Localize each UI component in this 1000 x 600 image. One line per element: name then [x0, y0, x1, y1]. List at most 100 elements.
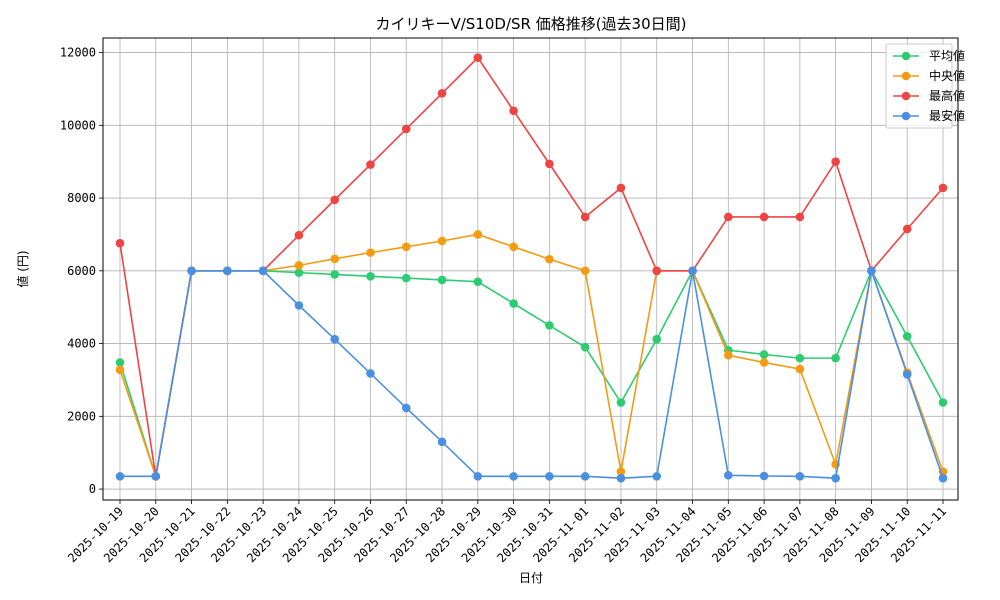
legend-marker	[901, 111, 911, 121]
plot-frame	[102, 37, 959, 501]
data-point	[366, 271, 375, 281]
legend-label: 最高値	[929, 88, 965, 103]
data-point	[724, 212, 733, 222]
data-point	[724, 350, 733, 360]
data-point	[902, 331, 912, 341]
data-point	[401, 403, 411, 413]
data-point	[616, 398, 626, 407]
data-point	[759, 212, 769, 222]
data-point	[115, 238, 125, 248]
data-point	[437, 88, 447, 98]
data-point	[545, 472, 554, 481]
y-tick-label: 0	[89, 482, 96, 496]
y-tick-label: 4000	[67, 337, 96, 351]
data-point	[294, 261, 304, 270]
data-point	[366, 248, 375, 257]
data-point	[652, 266, 662, 276]
data-point	[401, 273, 411, 283]
data-point	[580, 266, 590, 276]
data-point	[831, 157, 840, 166]
legend-label: 中央値	[929, 68, 965, 83]
data-point	[258, 266, 268, 276]
data-point	[795, 364, 805, 374]
data-point	[151, 472, 161, 481]
legend-entry: 最安値	[893, 108, 965, 123]
data-point	[115, 358, 125, 367]
data-point	[545, 254, 554, 264]
series-1	[115, 266, 948, 481]
data-point	[187, 266, 196, 276]
legend-marker	[901, 51, 911, 61]
series-line	[119, 270, 944, 478]
data-point	[938, 183, 948, 193]
data-point	[545, 321, 554, 330]
series-layer	[115, 53, 948, 483]
data-point	[580, 472, 590, 481]
legend-label: 最安値	[929, 108, 965, 123]
data-point	[509, 472, 518, 481]
series-2	[115, 230, 948, 481]
data-point	[330, 195, 339, 205]
y-axis-label: 値 (円)	[15, 250, 30, 287]
legend-entry: 最高値	[893, 88, 965, 103]
data-point	[831, 473, 840, 483]
data-point	[616, 473, 626, 483]
data-point	[473, 277, 483, 287]
data-point	[366, 160, 375, 169]
data-point	[473, 53, 483, 62]
legend-frame	[885, 43, 953, 129]
legend-label: 平均値	[929, 48, 965, 63]
data-point	[938, 398, 948, 407]
data-point	[437, 437, 447, 447]
y-axis-ticks: 0 2000 4000 6000 8000 10000 12000	[60, 46, 103, 496]
series-line	[120, 270, 944, 479]
data-point	[115, 472, 125, 481]
data-point	[330, 254, 339, 264]
legend-marker	[901, 71, 911, 81]
legend-entry: 平均値	[893, 48, 965, 63]
data-point	[795, 353, 805, 363]
data-point	[294, 301, 304, 310]
data-point	[652, 334, 662, 344]
data-point	[759, 471, 769, 481]
data-point	[437, 236, 447, 246]
data-point	[509, 299, 518, 308]
data-point	[831, 353, 840, 363]
data-point	[616, 467, 626, 476]
data-point	[223, 266, 232, 276]
data-point	[294, 230, 304, 240]
data-point	[330, 334, 339, 344]
y-tick-label: 8000	[67, 191, 96, 205]
series-line	[119, 56, 944, 478]
data-point	[795, 472, 805, 481]
y-tick-label: 12000	[60, 46, 96, 60]
y-tick-label: 2000	[67, 409, 96, 423]
data-point	[616, 183, 626, 193]
data-point	[509, 242, 518, 252]
y-tick-label: 6000	[67, 264, 96, 278]
legend-entry: 中央値	[893, 68, 965, 83]
data-point	[759, 358, 769, 367]
data-point	[759, 350, 769, 359]
grid	[103, 38, 958, 500]
data-point	[580, 342, 590, 352]
data-point	[473, 230, 483, 239]
data-point	[580, 212, 590, 222]
data-point	[902, 370, 912, 379]
legend-marker	[901, 91, 911, 101]
data-point	[366, 369, 375, 378]
data-point	[473, 472, 483, 481]
data-point	[294, 268, 304, 277]
y-tick-label: 10000	[60, 118, 96, 132]
data-point	[401, 242, 411, 252]
data-point	[330, 270, 339, 279]
data-point	[545, 159, 554, 169]
data-point	[115, 365, 125, 375]
series-4	[115, 266, 948, 483]
data-point	[938, 473, 948, 483]
data-point	[437, 275, 447, 285]
data-point	[724, 470, 733, 480]
